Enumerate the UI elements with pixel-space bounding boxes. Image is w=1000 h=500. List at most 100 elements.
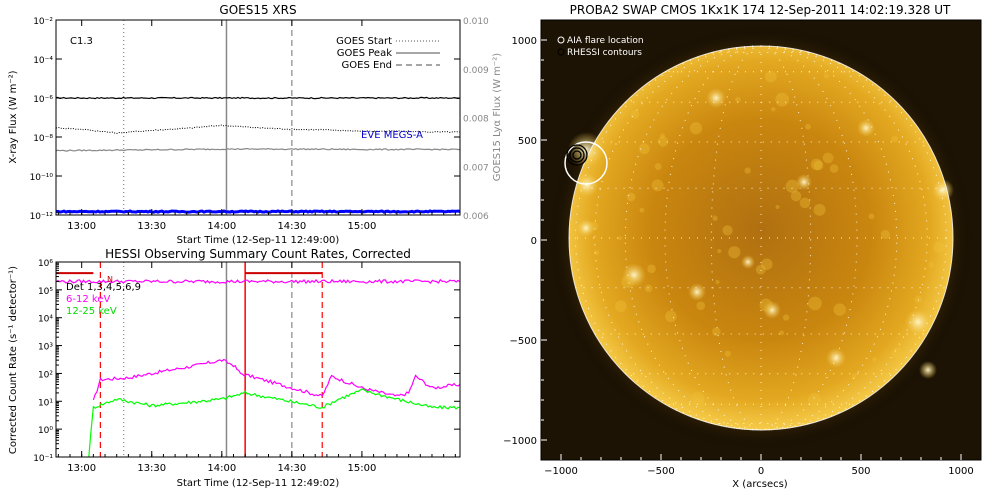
bright-point-20	[626, 192, 636, 202]
bright-point-51	[651, 179, 664, 192]
bright-point-7	[779, 330, 784, 336]
bright-point-1	[647, 264, 656, 274]
hessi-ytick-label-7: 10⁻¹	[33, 454, 53, 464]
bright-point-56	[775, 92, 790, 107]
bright-point-37	[771, 107, 776, 112]
bright-point-44	[696, 301, 706, 311]
active-region-5	[622, 263, 646, 287]
bright-point-45	[764, 70, 777, 83]
hessi-series-1	[88, 388, 460, 457]
hessi-flag: N	[107, 275, 113, 284]
bright-point-50	[891, 347, 904, 359]
active-region-6	[688, 283, 706, 301]
hessi-ytick-label-0: 10⁶	[38, 259, 53, 269]
bright-point-6	[813, 203, 826, 216]
goes-ytick-label-2: 10⁻⁶	[33, 95, 53, 105]
goes-y2label: GOES15 Lyα Flux (W m⁻²)	[492, 53, 503, 181]
bright-point-42	[712, 327, 721, 337]
bright-point-55	[724, 350, 731, 357]
bright-point-49	[782, 314, 790, 321]
goes-series-2	[56, 147, 460, 152]
hessi-ytick-label-5: 10¹	[38, 398, 53, 408]
swap-ytick-label-1: 500	[518, 136, 537, 147]
hessi-xlabel: Start Time (12-Sep-11 12:49:02)	[177, 478, 340, 489]
goes-axes: 13:00 13:30 14:00 14:30 15:00 10⁻² 10⁻⁴ 10⁻⁶ 10⁻…	[30, 17, 489, 232]
goes-plot-area	[56, 20, 460, 215]
bright-point-40	[851, 373, 857, 379]
bright-point-35	[761, 258, 773, 270]
goes-ytick-label-3: 10⁻⁸	[33, 134, 53, 144]
hessi-ylabel: Corrected Count Rate (s⁻¹ detector⁻¹)	[8, 266, 19, 454]
hessi-title: HESSI Observing Summary Count Rates, Cor…	[105, 247, 411, 261]
bright-point-19	[593, 250, 600, 256]
hessi-ytick-label-3: 10³	[38, 343, 53, 353]
aia-flare-location-marker	[564, 141, 608, 185]
bright-point-52	[933, 241, 945, 254]
goes-xtick-label-0: 13:00	[67, 221, 96, 232]
bright-point-33	[829, 164, 839, 173]
active-region-9	[826, 348, 846, 368]
longitude-line	[664, 45, 762, 431]
swap-axes: −1000 −500 0 500 1000 1000 500 0 −500 −1000	[503, 36, 974, 477]
hessi-series-2	[56, 278, 460, 285]
bright-point-4	[654, 163, 662, 171]
hessi-series-0	[92, 358, 460, 401]
bright-point-59	[807, 393, 822, 407]
legend-goes-start: GOES Start	[336, 36, 392, 47]
swap-image-panel: PROBA2 SWAP CMOS 1Kx1K 174 12-Sep-2011 1…	[503, 3, 982, 490]
swap-ytick-label-3: −500	[510, 336, 537, 347]
legend-aia-flare-location: AIA flare location	[567, 36, 644, 46]
goes-y2tick-label-0: 0.010	[463, 17, 489, 27]
goes-series-0	[56, 96, 460, 100]
goes-xtick-label-3: 14:30	[277, 221, 306, 232]
bright-point-32	[657, 136, 669, 147]
bright-point-29	[589, 221, 599, 231]
goes-axes-frame	[55, 19, 461, 216]
bright-point-2	[823, 73, 829, 79]
goes-xrs-panel: GOES15 XRS 13:00 13:30 14:00 14:30 15:00 10⁻²…	[8, 3, 503, 246]
goes-class-label: C1.3	[70, 36, 93, 47]
bright-point-43	[928, 261, 935, 268]
bright-point-31	[728, 246, 741, 259]
hessi-xtick-label-3: 14:30	[277, 463, 306, 474]
bright-point-38	[639, 207, 645, 213]
goes-ytick-label-5: 10⁻¹²	[30, 212, 54, 222]
bright-point-46	[630, 110, 640, 119]
hessi-xtick-label-0: 13:00	[67, 463, 96, 474]
goes-y2tick-label-1: 0.009	[463, 66, 489, 76]
bright-point-12	[722, 225, 733, 236]
hessi-axes: 13:00 13:30 14:00 14:30 15:00 10⁶ 10⁵ 10⁴ 10³ 10²…	[33, 259, 460, 474]
legend-aia-symbol	[557, 36, 565, 44]
heliographic-grid	[569, 45, 953, 431]
bright-point-34	[638, 143, 650, 155]
bright-point-47	[715, 279, 720, 285]
active-region-2	[706, 88, 726, 108]
swap-xtick-label-2: 0	[758, 466, 764, 477]
swap-xlabel: X (arcsecs)	[732, 479, 788, 490]
hessi-ytick-label-1: 10⁵	[38, 287, 53, 297]
bright-point-5	[822, 152, 834, 164]
swap-xtick-label-0: −1000	[544, 466, 578, 477]
bright-point-11	[891, 135, 898, 143]
legend-goes-end: GOES End	[342, 60, 392, 71]
active-region-3	[857, 119, 875, 137]
goes-title: GOES15 XRS	[219, 3, 296, 17]
bright-point-48	[614, 300, 627, 313]
swap-ytick-label-2: 0	[531, 236, 537, 247]
goes-ytick-label-4: 10⁻¹⁰	[30, 173, 54, 183]
goes-xtick-label-1: 13:30	[137, 221, 166, 232]
solar-limb	[568, 45, 954, 431]
eve-megs-label: EVE MEGS-A	[361, 130, 423, 141]
bright-point-58	[691, 391, 705, 405]
goes-xtick-label-2: 14:00	[207, 221, 236, 232]
legend-rhessi-contours: RHESSI contours	[567, 48, 642, 58]
hessi-plot-area	[56, 262, 460, 457]
goes-ytick-label-0: 10⁻²	[33, 17, 53, 27]
bright-point-27	[805, 123, 811, 130]
goes-series-3	[56, 209, 460, 214]
bright-point-17	[810, 158, 823, 171]
bright-point-8	[808, 296, 822, 311]
bright-point-14	[665, 310, 677, 323]
rhessi-contours	[566, 144, 588, 166]
